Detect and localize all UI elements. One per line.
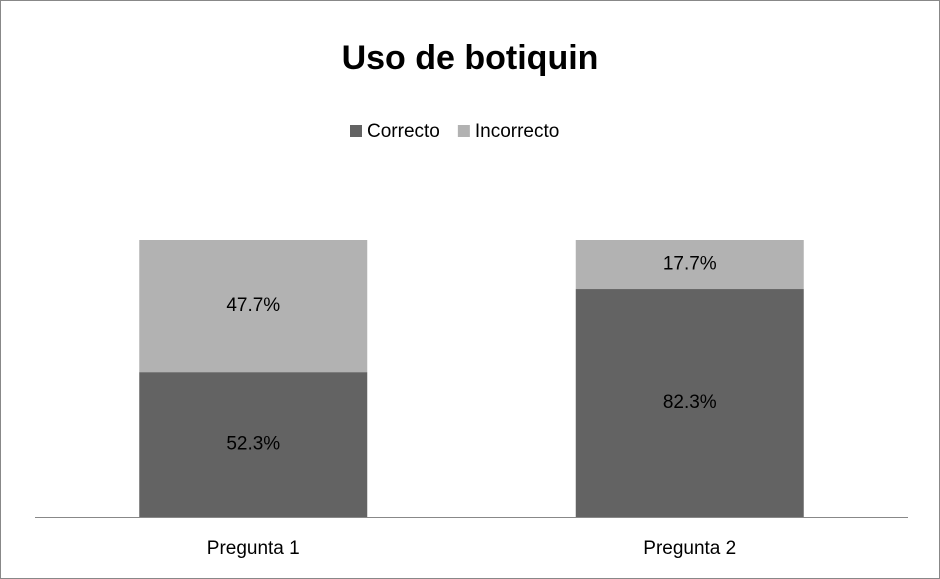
bar-segment — [139, 372, 368, 517]
legend-swatch — [457, 125, 470, 137]
data-label: 47.7% — [226, 295, 280, 316]
chart-title: Uso de botiquin — [342, 39, 599, 77]
legend-swatch — [350, 125, 362, 137]
bar-segment — [575, 240, 804, 290]
data-label: 52.3% — [226, 434, 280, 455]
x-tick-label: Pregunta 1 — [207, 538, 300, 559]
bar-segment — [139, 240, 368, 373]
bar-segment — [575, 289, 804, 517]
x-tick-label: Pregunta 2 — [643, 538, 736, 559]
legend-label: Incorrecto — [475, 121, 559, 142]
legend-label: Correcto — [367, 121, 440, 142]
data-label: 82.3% — [663, 392, 717, 413]
data-label: 17.7% — [663, 254, 717, 275]
